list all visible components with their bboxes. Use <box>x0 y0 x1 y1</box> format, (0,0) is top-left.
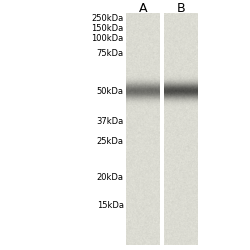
Text: A: A <box>139 2 147 15</box>
Text: B: B <box>176 2 185 15</box>
Text: 250kDa: 250kDa <box>92 14 124 23</box>
Text: 100kDa: 100kDa <box>92 34 124 43</box>
Text: 37kDa: 37kDa <box>96 117 124 126</box>
Text: 25kDa: 25kDa <box>97 137 124 146</box>
Text: 150kDa: 150kDa <box>92 24 124 33</box>
Text: 75kDa: 75kDa <box>96 49 124 58</box>
Text: 20kDa: 20kDa <box>97 173 124 182</box>
Text: 50kDa: 50kDa <box>97 87 124 96</box>
Text: 15kDa: 15kDa <box>97 200 124 209</box>
